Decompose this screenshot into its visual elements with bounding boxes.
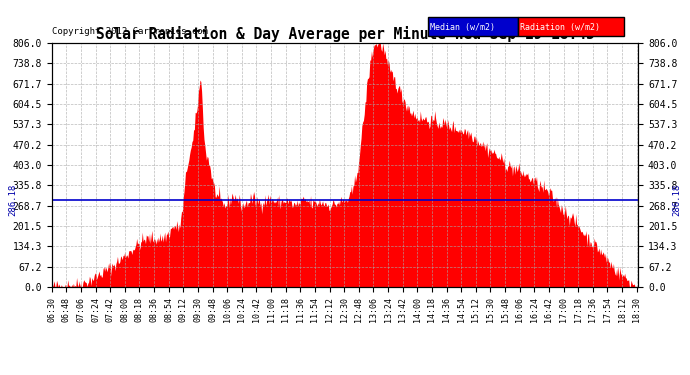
Text: Radiation (w/m2): Radiation (w/m2) [520,23,600,32]
Text: 286.18: 286.18 [673,184,682,216]
Text: Median (w/m2): Median (w/m2) [430,23,495,32]
Title: Solar Radiation & Day Average per Minute Wed Sep 19 18:45: Solar Radiation & Day Average per Minute… [96,26,594,42]
Text: 286.18: 286.18 [8,184,17,216]
Text: Copyright 2012 Cartronics.com: Copyright 2012 Cartronics.com [52,27,208,36]
